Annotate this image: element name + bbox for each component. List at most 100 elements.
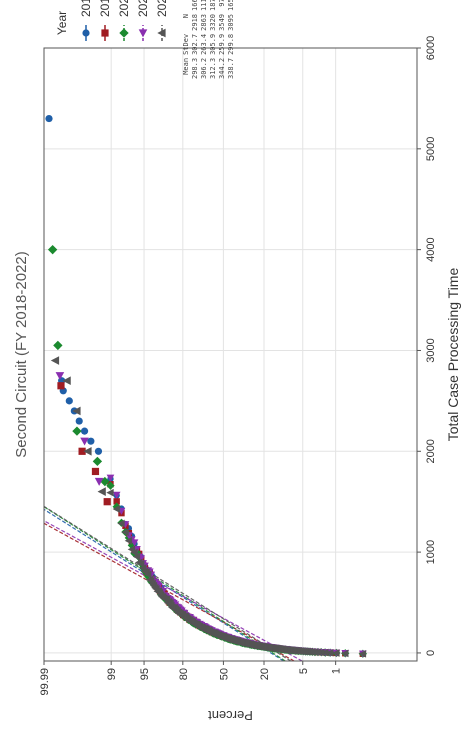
stats-cell: 3549 [218,13,226,31]
data-point-2022 [50,356,60,365]
x-tick-label: 3000 [425,338,437,362]
data-point-2021 [80,437,89,446]
stats-cell: 305.9 [209,33,217,55]
y-tick-label: 99 [106,668,118,680]
data-points [45,114,368,658]
fit-line-2021 [43,520,303,662]
data-point-2018 [80,427,89,435]
data-point-2021 [112,491,121,499]
fit-line-2022 [43,505,292,662]
data-point-2022 [325,648,334,657]
stats-header-cell: N [182,13,190,19]
legend-marker-2018 [82,29,90,37]
data-point-2022 [72,406,81,416]
stats-cell: 306.2 [200,57,208,79]
legend-label-2022: 2022 [155,0,169,17]
data-point-2022 [132,552,141,561]
chart-title: Second Circuit (FY 2018-2022) [13,251,30,458]
data-point-2020 [53,340,63,351]
stats-cell: 166.885 [191,0,200,11]
data-point-2022 [341,649,349,658]
legend-label-2020: 2020 [117,0,131,17]
stats-table: MeanStDevNADP 298.3302.72918166.885<0.00… [182,0,236,79]
data-point-2021 [55,372,65,380]
data-point-2019 [103,498,111,506]
data-point-2021 [94,477,104,486]
y-tick-label: 95 [139,668,151,680]
legend-label-2018: 2018 [79,0,93,17]
stats-cell: 3095 [227,13,235,31]
x-axis-label: Total Case Processing Time [445,268,461,442]
data-point-2022 [124,536,133,545]
stats-cell: 111.222 [200,0,209,11]
y-tick-label: 50 [218,668,230,680]
data-point-2022 [121,528,129,537]
legend-title: Year [55,11,69,35]
x-tick-label: 1000 [425,540,437,564]
stats-cell: 312.3 [209,57,217,79]
data-point-2020 [72,426,82,436]
fit-line-2020 [43,506,286,662]
x-tick-label: 5000 [425,137,437,161]
data-point-2022 [358,649,367,658]
legend-marker-2021 [138,29,148,38]
y-tick-label: 20 [259,668,271,680]
data-point-2022 [106,488,114,497]
data-point-2019 [113,498,120,505]
y-tick-label: 5 [298,668,310,674]
legend: Year 2018 2019 2020 2021 2022 [55,0,169,41]
legend-marker-2020 [119,28,129,38]
grid [43,47,417,661]
data-point-2022 [62,376,71,386]
x-tick-label: 0 [425,650,437,656]
x-tick-label: 2000 [425,439,437,463]
stats-cell: 165.800 [227,0,236,11]
stats-cell: 299.8 [227,33,235,55]
data-point-2022 [135,558,143,567]
stats-cell: 263.4 [200,33,208,55]
y-tick-label: 80 [178,668,190,680]
legend-marker-2022 [157,28,166,38]
data-point-2020 [92,456,103,467]
stats-header-cell: Mean [182,57,190,75]
stats-cell: 3320 [209,13,217,31]
data-point-2018 [87,437,95,445]
x-tick-label: 6000 [425,36,437,60]
data-point-2018 [75,417,83,425]
data-point-2022 [97,487,106,496]
legend-marker-2019 [101,29,109,37]
y-axis-ticks: 1 5 20 50 80 95 99 99.99 [39,661,343,696]
data-point-2021 [106,474,115,482]
fit-line-2018 [43,508,285,662]
stats-cell: 2863 [200,13,208,31]
stats-cell: 298.3 [191,57,199,79]
y-tick-label: 99.99 [39,668,51,696]
data-point-2019 [78,447,86,455]
data-point-2022 [83,446,92,456]
data-point-2020 [106,481,115,490]
stats-cell: 338.7 [227,57,235,79]
stats-cell: 2918 [191,13,199,31]
data-point-2018 [65,397,73,405]
data-point-2022 [112,505,120,513]
data-point-2022 [332,649,340,657]
stats-header-row: MeanStDevNADP [182,0,191,79]
stats-header-cell: AD [182,0,191,11]
legend-label-2019: 2019 [98,0,112,17]
stats-header-cell: StDev [182,33,190,55]
y-tick-label: 1 [331,668,343,674]
x-axis-ticks: 0 1000 2000 3000 4000 5000 6000 [417,36,437,656]
stats-cell: 302.7 [191,33,199,55]
data-point-2022 [117,519,125,528]
legend-label-2021: 2021 [136,0,150,17]
data-point-2018 [45,114,53,123]
legend-items: 2018 2019 2020 2021 2022 [79,0,169,41]
